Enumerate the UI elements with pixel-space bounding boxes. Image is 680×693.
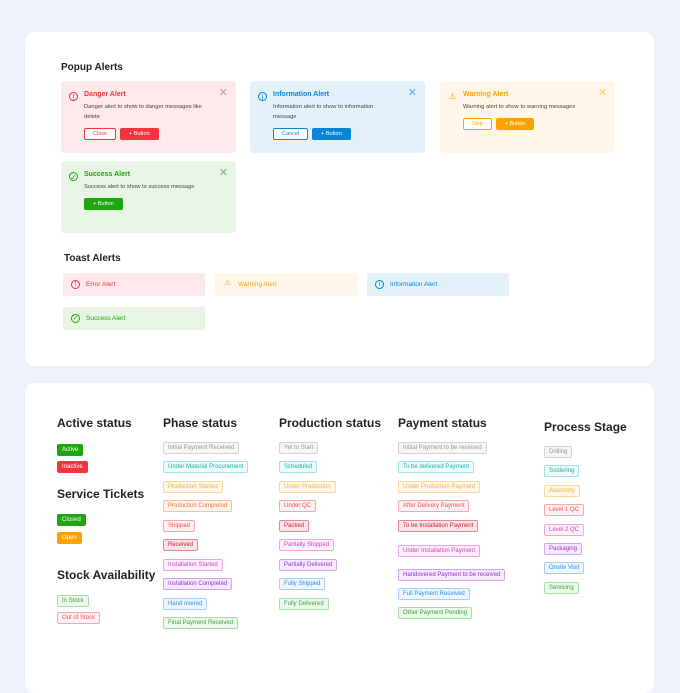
popup-title: Warning Alert: [463, 91, 509, 98]
production-badge: Under QC: [279, 500, 317, 512]
toast-info: i Information Alert: [367, 273, 509, 296]
success-popup: ✓ Success Alert Success alert to show to…: [61, 161, 236, 233]
phase-badge: Installation Started: [163, 559, 223, 571]
phase-status-title: Phase status: [163, 416, 238, 430]
popup-message: Success alert to show to success message: [84, 184, 195, 190]
toast-text: Success Alert: [86, 315, 126, 322]
primary-button[interactable]: + Button: [84, 198, 123, 210]
primary-button[interactable]: + Button: [495, 118, 535, 130]
stock-availability-title: Stock Availability: [57, 568, 156, 582]
toast-warning: ⚠ Warning Alert: [215, 273, 357, 296]
payment-badge: Handovered Payment to be received: [398, 569, 506, 581]
process-badge: Packaging: [544, 543, 583, 555]
payment-badge: Initial Payment to be received: [398, 442, 487, 454]
stock-badge: Out of Stock: [57, 612, 101, 624]
popup-title: Information Alert: [273, 91, 330, 98]
popup-message: Danger alert to show to danger messages …: [84, 104, 202, 120]
close-button[interactable]: Close: [84, 128, 117, 140]
production-badge: Partially Delivered: [279, 559, 338, 571]
service-tickets-badge: Open: [57, 532, 82, 544]
production-badge: Yet to Start: [279, 442, 319, 454]
payment-badge: To be Installation Payment: [398, 520, 479, 532]
process-badge: Drilling: [544, 446, 573, 458]
toast-success: ✓ Success Alert: [63, 307, 205, 330]
close-icon[interactable]: ✕: [597, 87, 607, 99]
primary-button[interactable]: + Button: [120, 128, 159, 140]
production-badge: Partially Shipped: [279, 539, 335, 551]
toast-alerts-title: Toast Alerts: [64, 253, 121, 264]
service-tickets-title: Service Tickets: [57, 487, 145, 501]
status-card: [25, 383, 654, 693]
payment-badge: To be delivered Payment: [398, 461, 475, 473]
payment-status-title: Payment status: [398, 416, 487, 430]
warning-triangle-icon: ⚠: [448, 92, 457, 101]
alert-circle-icon: !: [69, 92, 78, 102]
process-badge: Level 1 QC: [544, 504, 585, 516]
payment-badge: After Delivery Payment: [398, 500, 470, 512]
process-badge: Assembly: [544, 485, 581, 497]
phase-badge: Under Material Procurement: [163, 461, 249, 473]
phase-badge: Production Completed: [163, 500, 233, 512]
active-status-badge: Active: [57, 444, 84, 456]
check-circle-icon: ✓: [71, 314, 80, 323]
payment-badge: Other Payment Pending: [398, 607, 473, 619]
production-badge: Fully Delivered: [279, 598, 329, 610]
check-circle-icon: ✓: [69, 172, 78, 182]
toast-error: ! Error Alert: [63, 273, 205, 296]
phase-badge: Shipped: [163, 520, 196, 532]
skip-button[interactable]: Skip: [463, 118, 492, 130]
process-stage-title: Process Stage: [544, 420, 627, 434]
toast-text: Error Alert: [86, 281, 116, 288]
stock-badge: In Stock: [57, 595, 89, 607]
cancel-button[interactable]: Cancel: [273, 128, 309, 140]
process-badge: Level 2 QC: [544, 524, 585, 536]
info-icon: i: [375, 280, 384, 289]
production-status-title: Production status: [279, 416, 382, 430]
phase-badge: Production Started: [163, 481, 223, 493]
payment-badge: Under Production Payment: [398, 481, 481, 493]
process-badge: Onsite Visit: [544, 562, 585, 574]
active-status-badge: Inactive: [57, 461, 88, 473]
close-icon[interactable]: ✕: [407, 87, 417, 99]
primary-button[interactable]: + Button: [312, 128, 351, 140]
process-badge: Servicing: [544, 582, 579, 594]
info-icon: i: [258, 92, 267, 102]
warning-popup: ⚠ Warning Alert Warning alert to show to…: [440, 81, 615, 153]
phase-badge: Installation Completed: [163, 578, 233, 590]
popup-message: Warning alert to show to warning message…: [463, 104, 576, 110]
active-status-title: Active status: [57, 416, 132, 430]
popup-message: Information alert to show to information…: [273, 104, 374, 120]
danger-popup: ! Danger Alert Danger alert to show to d…: [61, 81, 236, 153]
popup-title: Success Alert: [84, 171, 131, 178]
payment-badge: Under Installation Payment: [398, 545, 481, 557]
production-badge: Scheduled: [279, 461, 318, 473]
process-badge: Soldering: [544, 465, 580, 477]
toast-text: Information Alert: [390, 281, 438, 288]
service-tickets-badge: Closed: [57, 514, 86, 526]
production-badge: Under Production: [279, 481, 336, 493]
production-badge: Packed: [279, 520, 310, 532]
alert-circle-icon: !: [71, 280, 80, 289]
warning-triangle-icon: ⚠: [224, 280, 231, 287]
close-icon[interactable]: ✕: [218, 167, 228, 179]
production-badge: Fully Shipped: [279, 578, 326, 590]
info-popup: i Information Alert Information alert to…: [250, 81, 425, 153]
phase-badge: Final Payment Received: [163, 617, 239, 629]
phase-badge: Initial Payment Received: [163, 442, 240, 454]
phase-badge: Hand overed: [163, 598, 208, 610]
toast-text: Warning Alert: [238, 281, 277, 288]
popup-alerts-title: Popup Alerts: [61, 62, 123, 73]
phase-badge: Received: [163, 539, 199, 551]
popup-title: Danger Alert: [84, 91, 126, 98]
payment-badge: Full Payment Received: [398, 588, 470, 600]
close-icon[interactable]: ✕: [218, 87, 228, 99]
